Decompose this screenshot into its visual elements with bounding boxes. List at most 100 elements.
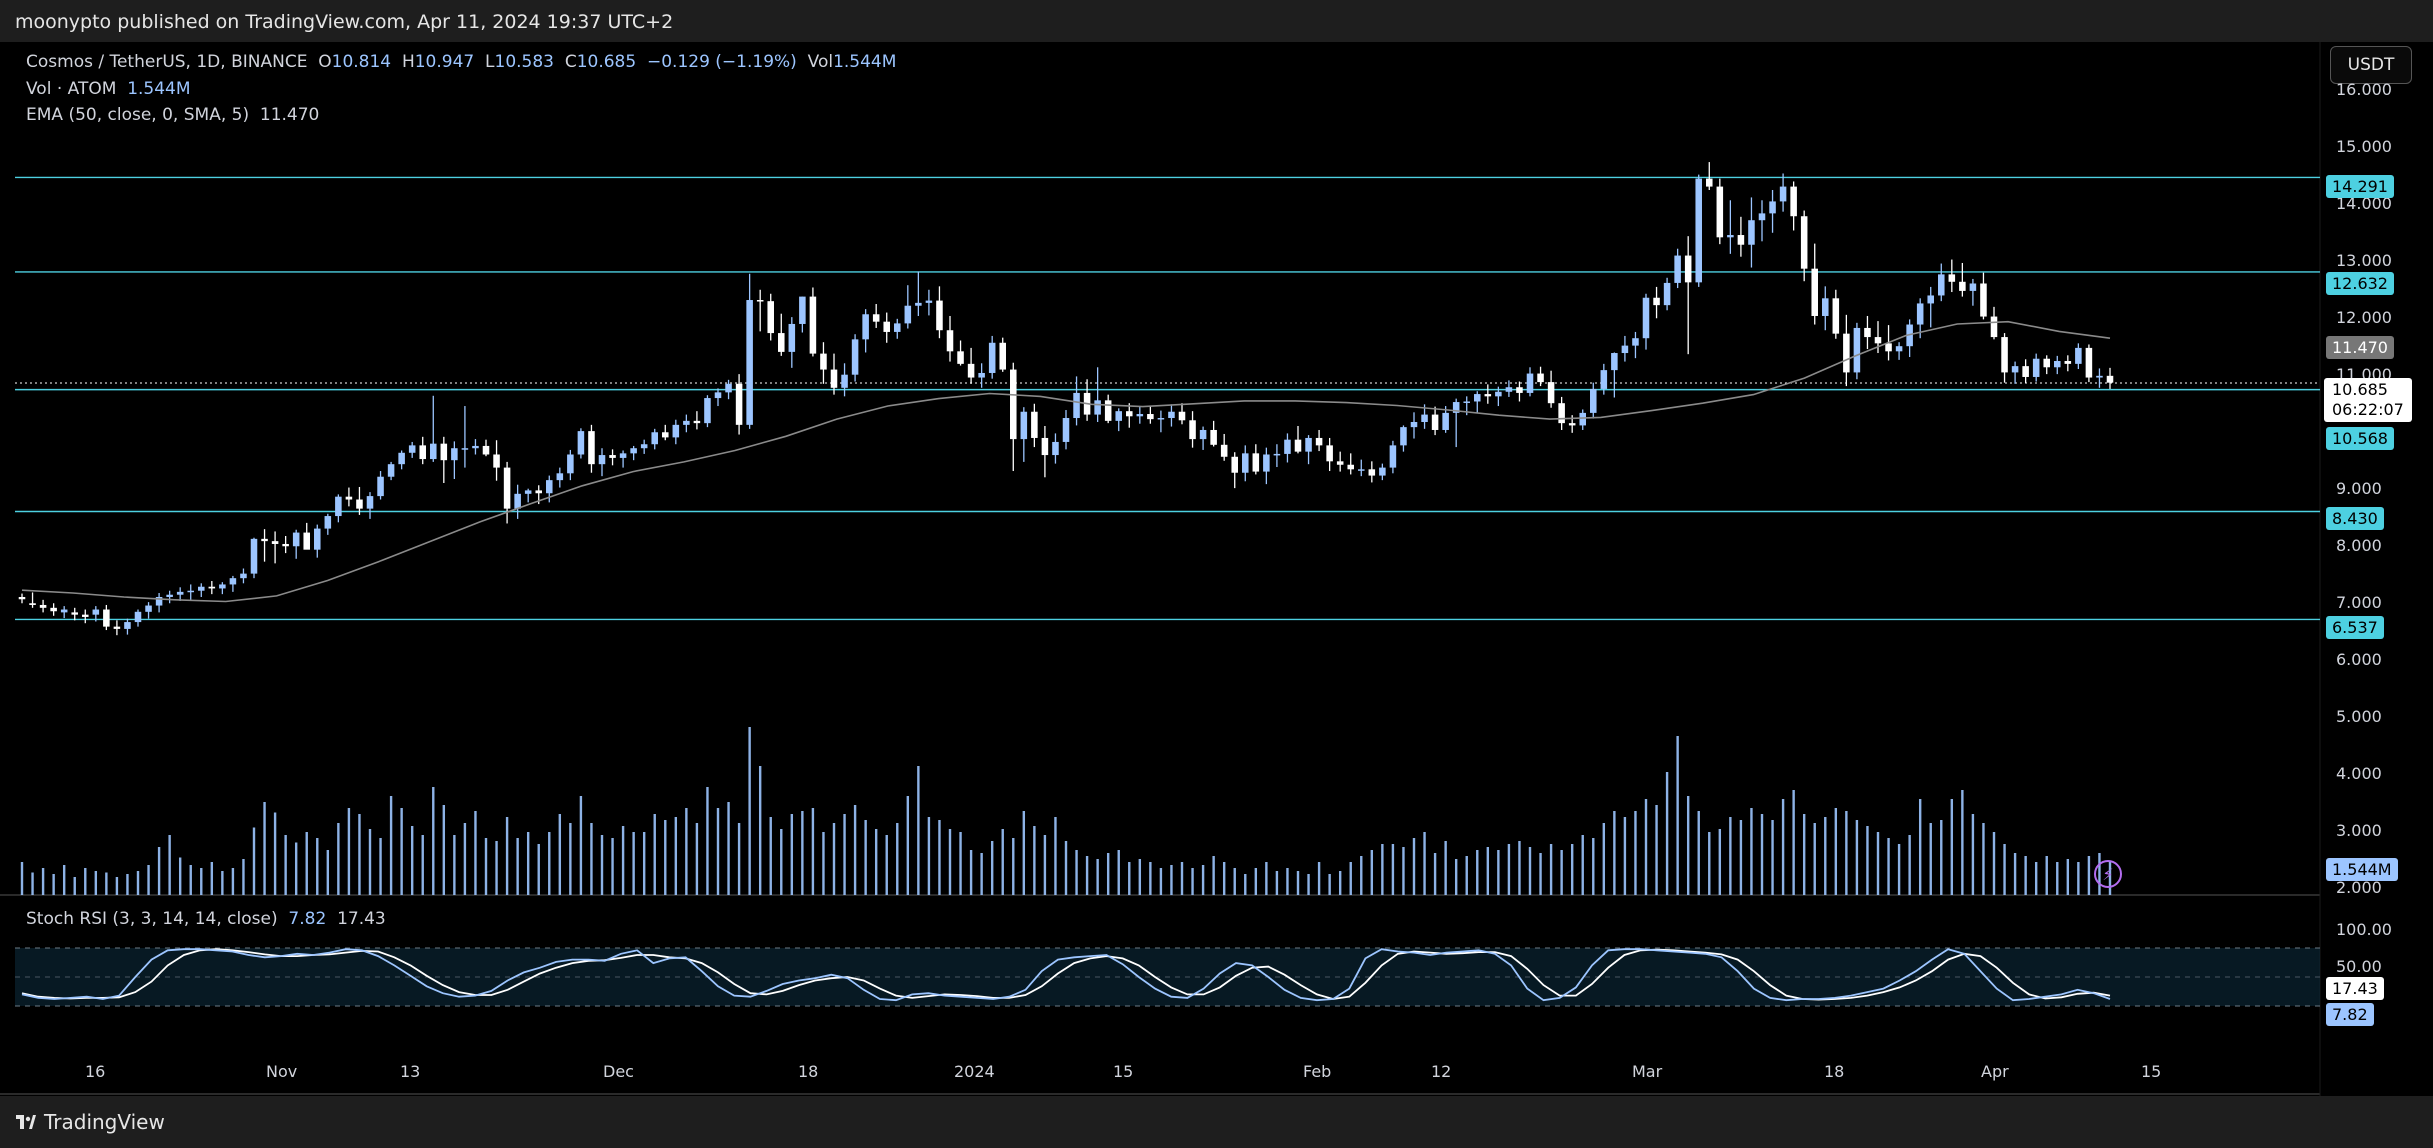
ema-indicator-label[interactable]: EMA (50, close, 0, SMA, 5)	[26, 105, 250, 125]
price-axis-label: 6.000	[2336, 650, 2382, 669]
volume-bar	[273, 812, 277, 895]
candle-body	[1326, 445, 1333, 462]
candle-body	[988, 342, 996, 373]
candle-body	[387, 464, 395, 477]
candle-body	[640, 444, 648, 449]
candle-body	[1706, 178, 1713, 187]
volume-bar	[1929, 823, 1932, 895]
volume-legend[interactable]: Vol · ATOM 1.544M	[26, 79, 191, 99]
symbol-legend[interactable]: Cosmos / TetherUS, 1D, BINANCE O10.814 H…	[26, 52, 896, 72]
candle-body	[1916, 303, 1924, 325]
candle-body	[440, 443, 448, 461]
price-axis-label: 16.000	[2336, 80, 2392, 99]
ema-legend[interactable]: EMA (50, close, 0, SMA, 5) 11.470	[26, 105, 319, 125]
volume-bar	[1950, 799, 1954, 895]
candle-body	[1663, 282, 1671, 306]
tradingview-logo[interactable]: TradingView	[16, 1110, 165, 1134]
candle-body	[609, 455, 616, 458]
volume-bar	[664, 820, 667, 895]
candle-body	[1990, 316, 1998, 338]
time-axis-label: 15	[1113, 1062, 1134, 1081]
candle-body	[219, 584, 226, 589]
price-axis-label: 7.000	[2336, 593, 2382, 612]
volume-bar	[811, 808, 815, 895]
candle-body	[1832, 298, 1840, 334]
volume-bar	[31, 872, 34, 895]
volume-bar	[579, 796, 583, 895]
volume-bar	[410, 826, 414, 895]
chart-area[interactable]: Cosmos / TetherUS, 1D, BINANCE O10.814 H…	[0, 42, 2433, 1096]
change-value: −0.129 (−1.19%)	[646, 52, 797, 72]
candle-body	[503, 467, 511, 509]
symbol-name[interactable]: Cosmos / TetherUS, 1D, BINANCE	[26, 52, 308, 72]
currency-button[interactable]: USDT	[2330, 46, 2412, 84]
candle-body	[1537, 373, 1544, 383]
volume-bar	[1581, 835, 1584, 895]
volume-bar	[1476, 850, 1479, 895]
candle-body	[324, 516, 332, 529]
volume-bar	[1106, 853, 1110, 895]
candle-body	[1526, 373, 1534, 393]
volume-bar	[1012, 838, 1015, 895]
price-axis-label: 9.000	[2336, 479, 2382, 498]
volume-bar	[105, 872, 108, 895]
volume-bar	[1855, 820, 1859, 895]
volume-bar	[801, 811, 804, 895]
volume-bar	[1043, 835, 1047, 895]
candle-body	[925, 300, 933, 303]
volume-bar	[168, 835, 171, 895]
candle-body	[1189, 420, 1196, 440]
volume-bar	[1760, 814, 1764, 895]
candle-body	[250, 538, 258, 574]
chart-canvas[interactable]	[0, 42, 2433, 1096]
volume-bar	[495, 841, 498, 895]
volume-bar	[1665, 772, 1669, 895]
candle-body	[430, 443, 437, 460]
lightning-icon[interactable]: ⚡	[2094, 860, 2122, 888]
last-price-box: 10.685 06:22:07	[2324, 378, 2412, 422]
volume-bar	[1570, 844, 1574, 895]
stoch-rsi-d-value: 17.43	[337, 909, 386, 929]
volume-bar	[200, 868, 203, 895]
volume-bar	[1497, 850, 1500, 895]
volume-bar	[1170, 865, 1173, 895]
high-value: 10.947	[414, 52, 475, 72]
candle-body	[1600, 370, 1608, 389]
volume-bar	[1191, 868, 1194, 895]
volume-bar	[1876, 832, 1880, 895]
volume-bar	[632, 832, 635, 895]
ema-indicator-value: 11.470	[259, 105, 320, 125]
volume-bar	[1971, 814, 1975, 895]
candle-body	[767, 301, 774, 334]
candle-body	[198, 586, 205, 591]
volume-bar	[1834, 808, 1838, 895]
volume-bar	[1918, 799, 1922, 895]
price-axis-label: 2.000	[2336, 878, 2382, 897]
candle-body	[746, 300, 753, 425]
candle-body	[862, 314, 869, 340]
volume-indicator-label[interactable]: Vol · ATOM	[26, 79, 117, 99]
volume-bar	[1845, 811, 1848, 895]
volume-bar	[1992, 832, 1996, 895]
volume-bar	[115, 877, 119, 895]
stoch-rsi-legend[interactable]: Stoch RSI (3, 3, 14, 14, close) 7.82 17.…	[26, 909, 386, 929]
volume-bar	[885, 835, 888, 895]
candle-body	[1284, 439, 1291, 454]
volume-bar	[1528, 847, 1532, 895]
candle-body	[2001, 337, 2008, 373]
candle-body	[1579, 412, 1586, 426]
candle-body	[187, 590, 194, 593]
level-tag-12632: 12.632	[2326, 272, 2394, 295]
last-price: 10.685	[2332, 380, 2388, 399]
volume-bar	[832, 823, 836, 895]
rsi-d-tag: 17.43	[2326, 977, 2384, 1000]
volume-bar	[1602, 823, 1606, 895]
volume-bar	[62, 865, 66, 895]
candle-body	[1220, 444, 1228, 457]
stoch-rsi-label[interactable]: Stoch RSI (3, 3, 14, 14, close)	[26, 909, 278, 929]
volume-bar	[1075, 850, 1078, 895]
candle-body	[1895, 346, 1903, 352]
candle-body	[1558, 403, 1565, 424]
volume-bar	[917, 766, 920, 895]
volume-bar	[1244, 874, 1247, 895]
